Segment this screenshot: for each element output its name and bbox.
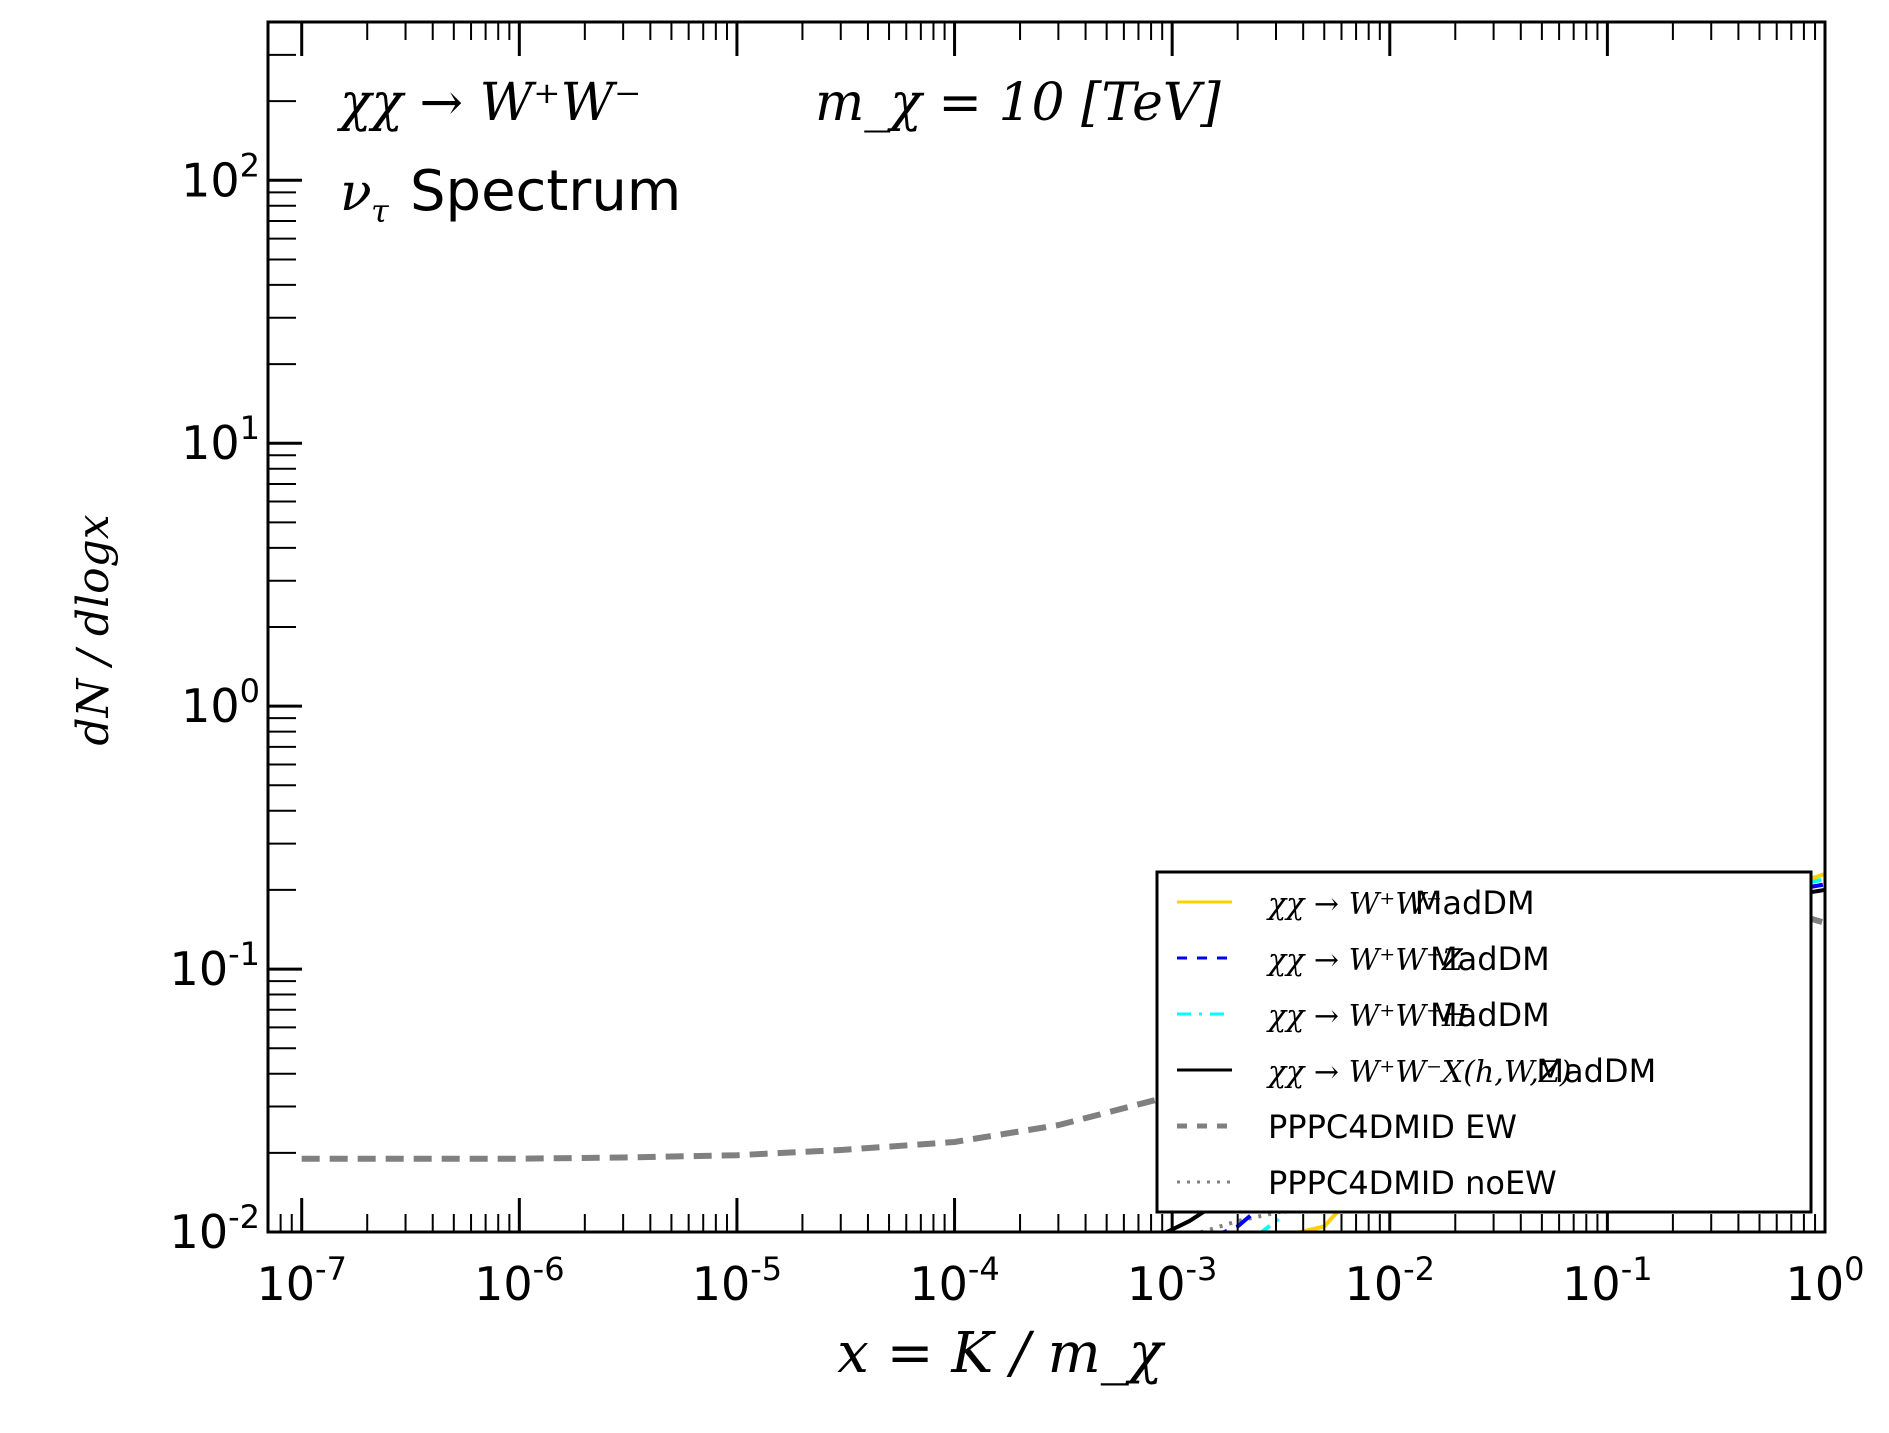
title-spectrum-symbol: ν — [340, 163, 372, 223]
y-axis-label: dN / dlogx — [68, 514, 119, 745]
y-tick-label: 100 — [181, 672, 260, 733]
legend-label-text: MadDM — [1536, 1052, 1656, 1090]
legend-label-text: MadDM — [1430, 940, 1550, 978]
y-tick-label: 101 — [181, 409, 260, 470]
x-tick-label: 10-7 — [256, 1250, 346, 1311]
x-tick-label: 10-2 — [1345, 1250, 1435, 1311]
x-tick-label: 10-6 — [474, 1250, 564, 1311]
title-spectrum-subscript: τ — [371, 192, 390, 230]
legend-box — [1155, 870, 1813, 1214]
x-tick-label: 10-4 — [909, 1250, 999, 1311]
legend-label-text: MadDM — [1430, 996, 1550, 1034]
tick-layer: 10-7 10-6 10-5 10-4 10-3 10-2 10-1 100 10-2 10-1 1… — [170, 21, 1865, 1311]
legend-label-math: χχ → W⁺W⁻X(h,W,Z) — [1266, 1055, 1572, 1090]
legend-label-math: χχ → W⁺W⁻Z — [1266, 943, 1464, 978]
x-axis-label: x = K / m_χ — [837, 1321, 1166, 1386]
y-tick-label: 10-2 — [170, 1198, 260, 1259]
legend-label-text: PPPC4DMID EW — [1268, 1108, 1517, 1146]
title-spectrum-text: Spectrum — [410, 159, 681, 224]
title-mass: m_χ = 10 [TeV] — [815, 73, 1221, 133]
y-tick-label: 10-1 — [170, 935, 260, 996]
x-tick-label: 10-5 — [692, 1250, 782, 1311]
y-tick-label: 102 — [181, 146, 260, 207]
x-tick-label: 10-3 — [1127, 1250, 1217, 1311]
x-tick-label: 100 — [1786, 1250, 1865, 1311]
legend-label-math: χχ → W⁺W⁻ — [1266, 887, 1442, 922]
legend-label-text: MadDM — [1415, 884, 1535, 922]
x-tick-label: 10-1 — [1562, 1250, 1652, 1311]
legend-label-text: PPPC4DMID noEW — [1268, 1164, 1557, 1202]
title-reaction: χχ → W⁺W⁻ — [336, 73, 641, 133]
legend-label-math: χχ → W⁺W⁻H — [1266, 999, 1469, 1034]
